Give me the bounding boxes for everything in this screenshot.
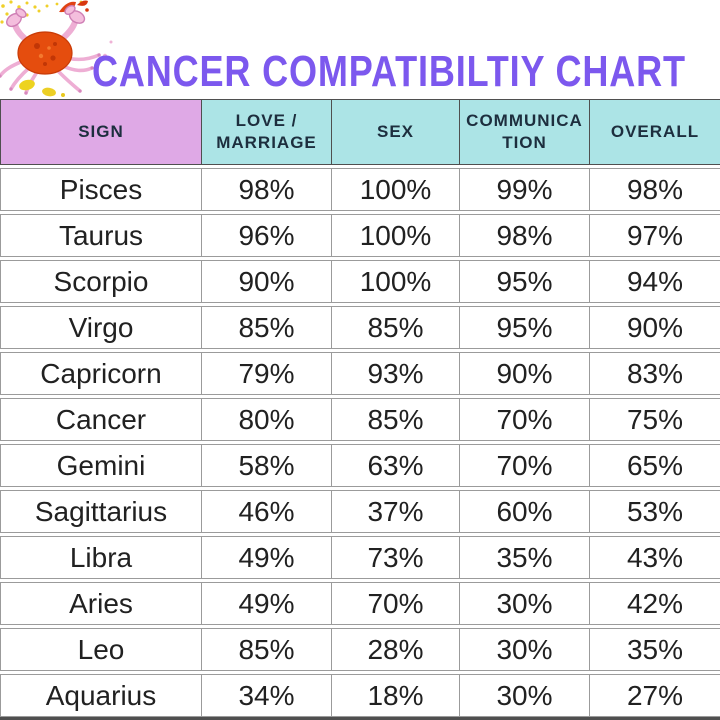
column-header-overall: OVERALL bbox=[590, 99, 720, 165]
love-marriage-cell: 96% bbox=[202, 214, 332, 257]
column-header-love-marriage: LOVE / MARRIAGE bbox=[202, 99, 332, 165]
table-row: Sagittarius 46% 37% 60% 53% bbox=[0, 490, 720, 533]
column-header-sign: SIGN bbox=[0, 99, 202, 165]
sign-cell: Scorpio bbox=[0, 260, 202, 303]
table-row: Aquarius 34% 18% 30% 27% bbox=[0, 674, 720, 717]
sign-cell: Aries bbox=[0, 582, 202, 625]
overall-cell: 94% bbox=[590, 260, 720, 303]
compatibility-table: SIGN LOVE / MARRIAGE SEX COMMUNICA TION … bbox=[0, 96, 720, 720]
pink-dots bbox=[102, 40, 113, 59]
sex-cell: 85% bbox=[332, 398, 460, 441]
table-row: Aries 49% 70% 30% 42% bbox=[0, 582, 720, 625]
love-marriage-cell: 49% bbox=[202, 536, 332, 579]
sign-cell: Virgo bbox=[0, 306, 202, 349]
sex-cell: 63% bbox=[332, 444, 460, 487]
sex-cell: 28% bbox=[332, 628, 460, 671]
communication-cell: 95% bbox=[460, 306, 590, 349]
communication-cell: 30% bbox=[460, 582, 590, 625]
sign-cell: Cancer bbox=[0, 398, 202, 441]
communication-cell: 70% bbox=[460, 398, 590, 441]
cancer-crab-illustration bbox=[0, 0, 113, 97]
sign-cell: Taurus bbox=[0, 214, 202, 257]
overall-cell: 43% bbox=[590, 536, 720, 579]
overall-cell: 97% bbox=[590, 214, 720, 257]
sign-cell: Sagittarius bbox=[0, 490, 202, 533]
sex-cell: 37% bbox=[332, 490, 460, 533]
communication-cell: 95% bbox=[460, 260, 590, 303]
sex-cell: 85% bbox=[332, 306, 460, 349]
sex-cell: 100% bbox=[332, 214, 460, 257]
love-marriage-cell: 98% bbox=[202, 168, 332, 211]
love-marriage-cell: 58% bbox=[202, 444, 332, 487]
table-row: Libra 49% 73% 35% 43% bbox=[0, 536, 720, 579]
yellow-blobs bbox=[19, 79, 65, 97]
sign-cell: Leo bbox=[0, 628, 202, 671]
communication-cell: 30% bbox=[460, 628, 590, 671]
table-row: Virgo 85% 85% 95% 90% bbox=[0, 306, 720, 349]
table-row: Capricorn 79% 93% 90% 83% bbox=[0, 352, 720, 395]
love-marriage-cell: 85% bbox=[202, 628, 332, 671]
overall-cell: 53% bbox=[590, 490, 720, 533]
sex-cell: 70% bbox=[332, 582, 460, 625]
love-marriage-cell: 46% bbox=[202, 490, 332, 533]
overall-cell: 90% bbox=[590, 306, 720, 349]
sign-cell: Libra bbox=[0, 536, 202, 579]
table-row: Taurus 96% 100% 98% 97% bbox=[0, 214, 720, 257]
bottom-border-line bbox=[0, 717, 720, 720]
overall-cell: 83% bbox=[590, 352, 720, 395]
page-title: CANCER COMPATIBILTIY CHART bbox=[92, 47, 686, 96]
love-marriage-cell: 85% bbox=[202, 306, 332, 349]
communication-cell: 70% bbox=[460, 444, 590, 487]
overall-cell: 27% bbox=[590, 674, 720, 717]
communication-cell: 99% bbox=[460, 168, 590, 211]
overall-cell: 35% bbox=[590, 628, 720, 671]
sex-cell: 93% bbox=[332, 352, 460, 395]
love-marriage-cell: 79% bbox=[202, 352, 332, 395]
communication-cell: 30% bbox=[460, 674, 590, 717]
table-row: Scorpio 90% 100% 95% 94% bbox=[0, 260, 720, 303]
love-marriage-cell: 80% bbox=[202, 398, 332, 441]
column-header-sex: SEX bbox=[332, 99, 460, 165]
sign-cell: Gemini bbox=[0, 444, 202, 487]
overall-cell: 65% bbox=[590, 444, 720, 487]
communication-cell: 35% bbox=[460, 536, 590, 579]
column-header-communication: COMMUNICA TION bbox=[460, 99, 590, 165]
table-row: Gemini 58% 63% 70% 65% bbox=[0, 444, 720, 487]
communication-cell: 60% bbox=[460, 490, 590, 533]
overall-cell: 75% bbox=[590, 398, 720, 441]
sex-cell: 73% bbox=[332, 536, 460, 579]
sign-cell: Aquarius bbox=[0, 674, 202, 717]
love-marriage-cell: 90% bbox=[202, 260, 332, 303]
communication-cell: 98% bbox=[460, 214, 590, 257]
sign-cell: Pisces bbox=[0, 168, 202, 211]
table-row: Cancer 80% 85% 70% 75% bbox=[0, 398, 720, 441]
crab-leg-tips bbox=[0, 53, 101, 95]
overall-cell: 42% bbox=[590, 582, 720, 625]
crab-body bbox=[17, 31, 73, 75]
sex-cell: 100% bbox=[332, 168, 460, 211]
love-marriage-cell: 49% bbox=[202, 582, 332, 625]
table-row: Pisces 98% 100% 99% 98% bbox=[0, 168, 720, 211]
sex-cell: 100% bbox=[332, 260, 460, 303]
sex-cell: 18% bbox=[332, 674, 460, 717]
sign-cell: Capricorn bbox=[0, 352, 202, 395]
overall-cell: 98% bbox=[590, 168, 720, 211]
love-marriage-cell: 34% bbox=[202, 674, 332, 717]
communication-cell: 90% bbox=[460, 352, 590, 395]
table-row: Leo 85% 28% 30% 35% bbox=[0, 628, 720, 671]
header-row: SIGN LOVE / MARRIAGE SEX COMMUNICA TION … bbox=[0, 99, 720, 165]
